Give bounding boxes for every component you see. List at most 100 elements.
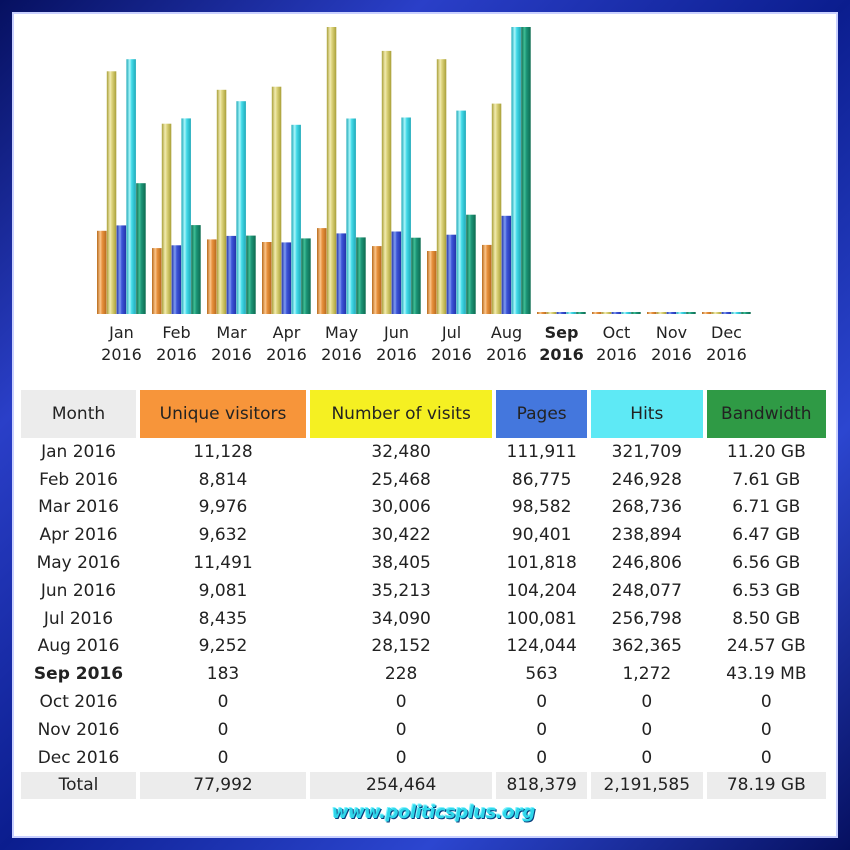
row-bandwidth: 43.19 MB xyxy=(726,664,807,685)
bar-hits-aug xyxy=(511,27,521,314)
bar-pages-apr xyxy=(281,242,292,314)
row-visits: 35,213 xyxy=(371,580,431,601)
row-hits: 0 xyxy=(641,692,653,713)
row-unique-visitors: 9,632 xyxy=(198,525,248,546)
bar-hits-dec xyxy=(731,312,741,314)
bar-bandwidth-apr xyxy=(301,238,311,314)
row-month: Nov 2016 xyxy=(37,719,120,740)
bar-unique-visitors-may xyxy=(317,228,327,314)
table-row: Apr 2016 9,632 30,422 90,401 238,894 6.47 GB xyxy=(21,521,826,549)
row-bandwidth: 8.50 GB xyxy=(732,608,801,629)
row-bandwidth: 6.47 GB xyxy=(732,525,801,546)
row-pages: 86,775 xyxy=(511,469,572,490)
bar-pages-feb xyxy=(171,245,182,314)
tick-label-month: Feb xyxy=(162,323,190,342)
total-unique-visitors: 77,992 xyxy=(140,771,306,800)
row-pages: 0 xyxy=(536,747,548,768)
tick-label-year: 2016 xyxy=(651,345,692,364)
row-month: Apr 2016 xyxy=(39,525,118,546)
tick-label-year: 2016 xyxy=(431,345,472,364)
bar-visits-may xyxy=(326,27,337,314)
tick-label-year: 2016 xyxy=(101,345,142,364)
row-month: Mar 2016 xyxy=(38,497,119,518)
row-unique-visitors: 0 xyxy=(217,719,229,740)
header-month: Month xyxy=(21,390,137,438)
bar-unique-visitors-jun xyxy=(372,246,382,314)
bar-unique-visitors-feb xyxy=(152,248,162,314)
tick-label-year: 2016 xyxy=(266,345,307,364)
total-bandwidth: 78.19 GB xyxy=(706,771,826,800)
bar-bandwidth-feb xyxy=(191,225,201,314)
row-visits: 0 xyxy=(395,747,407,768)
bar-bandwidth-aug xyxy=(521,27,531,314)
row-unique-visitors: 183 xyxy=(206,664,240,685)
bar-unique-visitors-nov xyxy=(647,312,657,314)
bar-hits-may xyxy=(346,118,356,314)
row-visits: 228 xyxy=(384,664,418,685)
tick-label-month: Sep xyxy=(545,323,579,342)
tick-label-year: 2016 xyxy=(706,345,747,364)
bar-visits-jun xyxy=(381,50,392,315)
row-hits: 238,894 xyxy=(611,525,682,546)
bar-visits-mar xyxy=(216,89,227,314)
bar-bandwidth-mar xyxy=(246,235,256,314)
row-hits: 1,272 xyxy=(622,664,672,685)
row-visits: 25,468 xyxy=(371,469,431,490)
header-hits: Hits xyxy=(591,390,703,438)
tick-label-month: Mar xyxy=(216,323,247,342)
bar-hits-oct xyxy=(621,312,631,314)
row-bandwidth: 0 xyxy=(760,692,772,713)
header-number-of-visits: Number of visits xyxy=(309,390,493,438)
row-hits: 248,077 xyxy=(611,580,682,601)
table-header-row: Month Unique visitors Number of visits P… xyxy=(21,390,826,438)
site-watermark: www.politicsplus.org xyxy=(332,802,535,823)
bar-visits-apr xyxy=(271,86,282,314)
table-row-current: Sep 2016 183 228 563 1,272 43.19 MB xyxy=(21,660,826,688)
bar-bandwidth-jan xyxy=(136,183,146,314)
table-row: Mar 2016 9,976 30,006 98,582 268,736 6.71 GB xyxy=(21,494,826,522)
bar-unique-visitors-apr xyxy=(262,242,272,314)
row-bandwidth: 11.20 GB xyxy=(726,441,806,462)
header-pages: Pages xyxy=(496,390,587,438)
bar-pages-aug xyxy=(501,215,512,314)
row-unique-visitors: 8,814 xyxy=(198,469,248,490)
total-label: Total xyxy=(21,771,137,800)
table-row: Oct 2016 0 0 0 0 0 xyxy=(21,688,826,716)
row-month: Feb 2016 xyxy=(39,469,118,490)
bar-hits-jan xyxy=(126,59,136,315)
total-visits: 254,464 xyxy=(309,771,493,800)
row-visits: 0 xyxy=(395,719,407,740)
table-row: Jan 2016 11,128 32,480 111,911 321,709 11.20 … xyxy=(21,438,826,466)
bar-hits-jun xyxy=(401,117,411,314)
tick-label-year: 2016 xyxy=(321,345,362,364)
row-unique-visitors: 9,976 xyxy=(198,497,248,518)
row-bandwidth: 6.71 GB xyxy=(732,497,801,518)
bar-pages-mar xyxy=(226,235,237,314)
bar-pages-jun xyxy=(391,231,402,314)
row-bandwidth: 0 xyxy=(760,747,772,768)
row-hits: 246,928 xyxy=(611,469,682,490)
row-visits: 34,090 xyxy=(371,608,431,629)
table-row: Aug 2016 9,252 28,152 124,044 362,365 24.57 G… xyxy=(21,633,826,661)
row-pages: 563 xyxy=(525,664,558,685)
bar-visits-jul xyxy=(436,59,447,315)
tick-label-month: Nov xyxy=(656,323,687,342)
row-month: Jul 2016 xyxy=(43,608,114,629)
row-unique-visitors: 9,252 xyxy=(198,636,248,657)
bar-bandwidth-nov xyxy=(686,312,696,314)
bar-unique-visitors-oct xyxy=(592,312,602,314)
row-hits: 321,709 xyxy=(611,441,682,462)
bar-hits-sep xyxy=(566,312,576,314)
tick-label-year: 2016 xyxy=(211,345,252,364)
bar-hits-mar xyxy=(236,101,246,314)
bar-visits-feb xyxy=(161,123,172,314)
bar-visits-oct xyxy=(601,312,612,314)
tick-label-month: Oct xyxy=(603,323,631,342)
row-visits: 38,405 xyxy=(371,553,431,574)
tick-label-year: 2016 xyxy=(596,345,637,364)
row-visits: 0 xyxy=(395,692,407,713)
row-bandwidth: 6.53 GB xyxy=(732,580,801,601)
row-hits: 362,365 xyxy=(611,636,682,657)
table-total-row: Total 77,992 254,464 818,379 2,191,585 78.19 … xyxy=(21,771,826,800)
